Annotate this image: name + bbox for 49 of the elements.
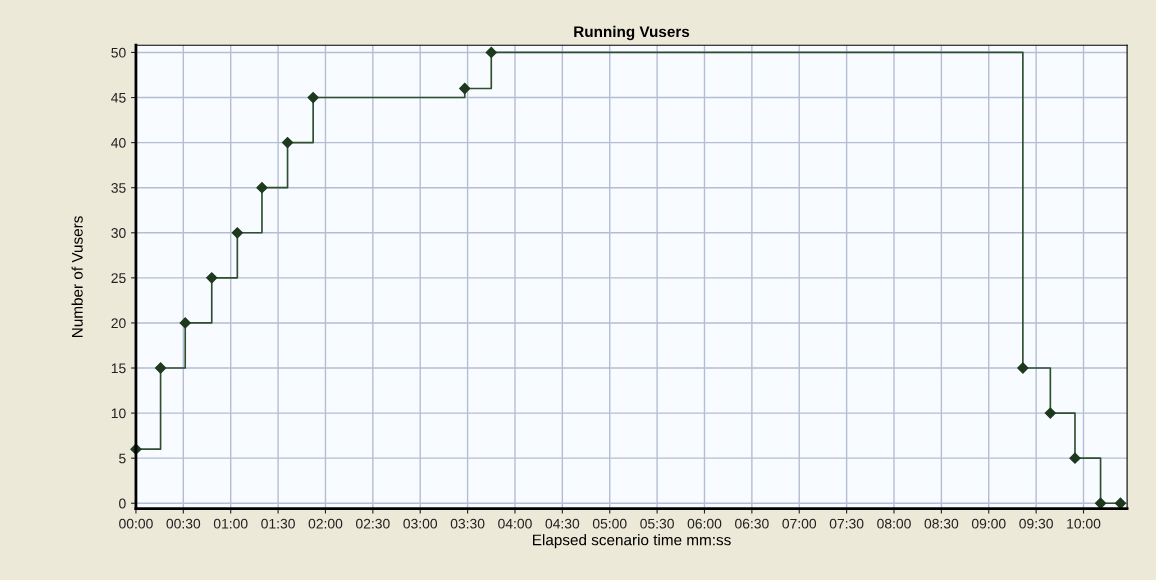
x-tick-label: 09:30 (1019, 518, 1053, 529)
x-tick-label: 02:00 (308, 518, 343, 529)
x-tick-label: 06:30 (735, 518, 769, 529)
point (485, 46, 497, 59)
point (1044, 407, 1056, 419)
y-tick-label: 10 (111, 408, 126, 419)
point (206, 272, 218, 284)
chart-title: Running Vusers (574, 25, 690, 41)
point (1017, 362, 1029, 374)
x-tick-label: 05:30 (640, 518, 674, 529)
x-axis-title: Elapsed scenario time mm:ss (533, 534, 731, 549)
x-tick-label: 01:30 (261, 518, 295, 529)
point (256, 182, 268, 194)
point (179, 317, 191, 329)
x-tick-label: 09:00 (971, 518, 1006, 529)
x-tick-label: 02:30 (356, 518, 390, 529)
y-tick-label: 35 (111, 183, 126, 193)
y-tick-label: 5 (119, 453, 126, 464)
x-tick-label: 04:30 (545, 518, 580, 529)
point (1094, 497, 1107, 509)
point (231, 227, 243, 239)
y-tick-label: 25 (111, 273, 126, 284)
x-tick-label: 03:30 (450, 518, 485, 529)
x-tick-label: 08:00 (877, 518, 911, 529)
point (307, 91, 319, 104)
y-tick-label: 15 (111, 363, 126, 374)
y-tick-label: 30 (111, 228, 126, 238)
x-tick-label: 06:00 (687, 518, 722, 529)
point (1069, 452, 1081, 464)
x-tick-label: 01:00 (213, 518, 248, 529)
y-tick-label: 50 (111, 47, 126, 58)
x-tick-label: 08:30 (924, 518, 959, 529)
x-tick-label: 03:00 (403, 518, 438, 529)
y-tick-label: 45 (111, 93, 126, 103)
x-tick-label: 00:00 (119, 518, 153, 529)
point (459, 82, 471, 95)
x-tick-label: 07:30 (829, 518, 864, 529)
y-tick-label: 0 (119, 498, 126, 509)
point (1114, 497, 1127, 509)
x-tick-label: 05:00 (592, 518, 627, 529)
point (281, 137, 294, 149)
point (154, 362, 167, 374)
x-tick-label: 00:30 (166, 518, 201, 529)
y-axis-title: Number of Vusers (71, 216, 83, 337)
x-tick-label: 07:00 (782, 518, 817, 529)
x-tick-label: 10:00 (1067, 518, 1101, 529)
x-tick-label: 04:00 (498, 518, 532, 529)
y-tick-label: 20 (111, 318, 126, 329)
y-tick-label: 40 (111, 137, 126, 148)
